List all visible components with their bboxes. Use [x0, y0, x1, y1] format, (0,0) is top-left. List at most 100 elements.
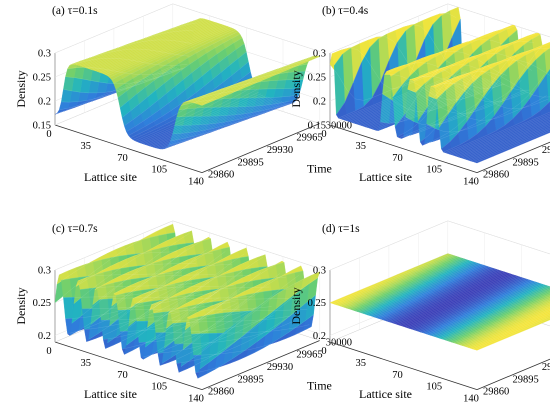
mesh-line: [176, 101, 295, 117]
mesh-line: [193, 57, 312, 103]
mesh-line: [153, 98, 272, 148]
y-tick-label: 29930: [542, 145, 550, 156]
mesh-line: [151, 97, 270, 147]
mesh-line: [183, 88, 301, 104]
mesh-line: [201, 56, 320, 106]
mesh-line: [111, 27, 230, 81]
axis-line-x: [54, 124, 203, 173]
z-axis-label: Density: [14, 70, 28, 107]
y-axis-label: Time: [307, 161, 332, 175]
mesh-line: [132, 71, 251, 140]
y-tick-label: 29860: [483, 387, 509, 398]
x-tick-label: 0: [321, 129, 326, 140]
x-tick-label: 105: [151, 165, 167, 176]
mesh-line: [149, 96, 268, 147]
z-tick-label: 0.2: [313, 97, 326, 108]
panel-title-d: (d) τ=1s: [322, 223, 360, 235]
mesh-line: [145, 94, 264, 145]
mesh-line: [61, 67, 180, 103]
mesh-line: [124, 37, 243, 126]
surface-b: [329, 6, 550, 164]
mesh-line: [57, 66, 175, 114]
mesh-line: [69, 58, 188, 66]
x-tick-label: 35: [81, 358, 92, 369]
x-tick-label: 35: [81, 141, 92, 152]
mesh-line: [195, 56, 314, 104]
y-tick-label: 29895: [237, 374, 263, 385]
grid-line: [172, 3, 320, 52]
mesh-line: [199, 55, 318, 105]
y-tick-label: 29860: [208, 387, 234, 398]
x-axis-label: Lattice site: [84, 170, 137, 184]
x-tick-label: 140: [188, 394, 204, 405]
mesh-line: [59, 67, 178, 111]
mesh-line: [78, 22, 196, 66]
z-axis-label: Density: [14, 287, 28, 324]
mesh-line: [138, 89, 257, 143]
mesh-line: [63, 68, 182, 94]
x-tick-label: 70: [117, 370, 128, 381]
surface-a: [54, 18, 321, 150]
y-tick-label: 29895: [237, 157, 263, 168]
mesh-line: [90, 20, 209, 70]
x-tick-label: 140: [188, 177, 204, 188]
mesh-line: [168, 102, 287, 146]
mesh-line: [180, 94, 299, 106]
mesh-line: [120, 31, 238, 108]
z-tick-label: 0.3: [38, 49, 51, 60]
panel-title-c: (c) τ=0.7s: [52, 223, 98, 235]
axis-line-y: [201, 123, 320, 173]
mesh-line: [71, 48, 190, 65]
y-tick-label: 29965: [296, 350, 322, 361]
y-tick-label: 29895: [512, 374, 538, 385]
mesh-line: [107, 25, 226, 76]
grid-line: [447, 3, 550, 38]
mesh-line: [113, 27, 232, 84]
mesh-line: [67, 67, 186, 75]
mesh-line: [143, 93, 262, 145]
panel-b: 0.150.20.250.303570105140298602989529930…: [289, 3, 550, 188]
x-tick-label: 35: [356, 358, 367, 369]
mesh-line: [185, 79, 304, 103]
mesh-line: [75, 30, 194, 65]
x-axis-label: Lattice site: [84, 387, 137, 401]
mesh-line: [141, 91, 259, 144]
x-tick-label: 140: [463, 177, 479, 188]
mesh-line: [82, 18, 201, 67]
mesh-line: [174, 102, 293, 126]
x-axis-label: Lattice site: [359, 170, 412, 184]
mesh-line: [117, 29, 236, 98]
y-tick-label: 29930: [542, 362, 550, 373]
z-tick-label: 0.3: [313, 49, 326, 60]
x-tick-label: 0: [321, 346, 326, 357]
z-axis-label: Density: [289, 287, 303, 324]
mesh-line: [65, 68, 184, 84]
mesh-line: [130, 61, 249, 139]
surface-patch: [63, 297, 75, 320]
panel-title-b: (b) τ=0.4s: [322, 5, 369, 17]
x-tick-label: 105: [151, 382, 167, 393]
x-tick-label: 70: [392, 153, 403, 164]
mesh-line: [86, 18, 205, 69]
axis-line-y: [476, 141, 550, 173]
x-axis-label: Lattice site: [359, 387, 412, 401]
mesh-line: [128, 51, 247, 136]
y-tick-label: 29895: [512, 157, 538, 168]
mesh-line: [92, 20, 211, 71]
surface-patch: [199, 100, 211, 106]
axis-line-x: [329, 124, 478, 173]
mesh-line: [162, 100, 280, 150]
z-tick-label: 0.25: [308, 73, 326, 84]
mesh-line: [101, 23, 220, 74]
z-tick-label: 0.25: [308, 298, 326, 309]
y-tick-label: 29860: [483, 170, 509, 181]
mesh-line: [84, 18, 203, 68]
y-tick-label: 29930: [267, 362, 293, 373]
z-tick-label: 0.25: [33, 73, 51, 84]
x-tick-label: 70: [392, 370, 403, 381]
y-tick-label: 30000: [326, 120, 352, 131]
mesh-line: [172, 103, 291, 135]
mesh-line: [73, 39, 192, 65]
y-tick-label: 29860: [208, 170, 234, 181]
